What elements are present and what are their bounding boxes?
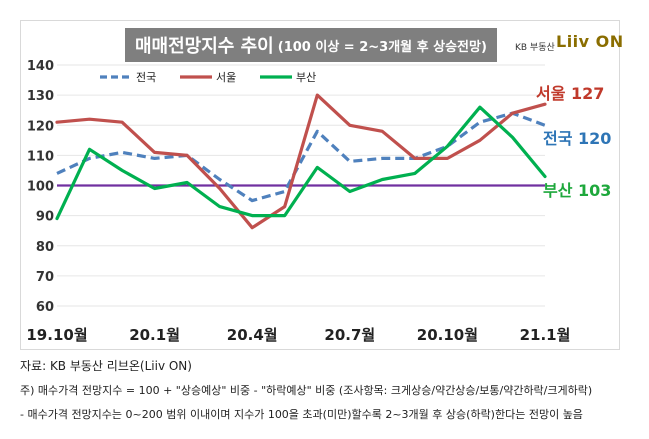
legend-label: 전국 (136, 71, 156, 84)
legend-label: 부산 (296, 71, 316, 84)
x-tick-label: 20.4월 (227, 326, 278, 344)
footnote-2: - 매수가격 전망지수는 0~200 범위 이내이며 지수가 100을 초과(미… (20, 408, 583, 421)
footnote-1: 주) 매수가격 전망지수 = 100 + "상승예상" 비중 - "하락예상" … (20, 384, 593, 397)
chart-title: 매매전망지수 추이 (135, 36, 274, 57)
source-note: 자료: KB 부동산 리브온(Liiv ON) (20, 359, 192, 373)
x-tick-label: 20.1월 (129, 326, 180, 344)
brand-text: KB 부동산 (515, 43, 555, 53)
series-line-전국 (56, 111, 546, 203)
y-tick-label: 90 (36, 210, 54, 225)
series-line-서울 (55, 93, 547, 230)
y-tick-label: 70 (36, 270, 54, 285)
y-tick-label: 140 (27, 59, 54, 74)
brand-logo: Liiv ON (556, 32, 624, 51)
y-tick-label: 60 (36, 300, 54, 315)
y-tick-label: 120 (27, 119, 54, 134)
y-tick-label: 80 (36, 240, 54, 255)
chart-title-box: 매매전망지수 추이 (100 이상 = 2~3개월 후 상승전망) (125, 28, 497, 62)
x-tick-label: 19.10월 (26, 326, 87, 344)
x-tick-label: 21.1월 (520, 326, 571, 344)
end-label-busan: 부산 103 (543, 181, 612, 200)
x-tick-label: 20.10월 (417, 326, 478, 344)
x-tick-label: 20.7월 (324, 326, 375, 344)
series-line-부산 (55, 105, 547, 221)
y-tick-label: 130 (27, 89, 54, 104)
legend-label: 서울 (216, 71, 236, 84)
end-label-seoul: 서울 127 (536, 84, 605, 103)
end-label-national: 전국 120 (543, 129, 612, 148)
y-tick-label: 100 (27, 180, 54, 195)
chart-subtitle: (100 이상 = 2~3개월 후 상승전망) (277, 39, 487, 55)
y-tick-label: 110 (27, 149, 54, 164)
